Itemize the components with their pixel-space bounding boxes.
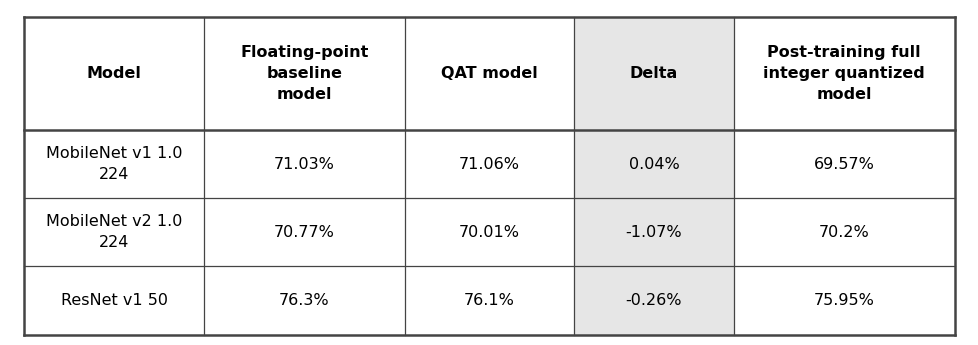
Text: 69.57%: 69.57% [813,157,873,171]
Bar [733,266,954,335]
Bar [24,266,204,335]
Bar [204,130,404,198]
Text: ResNet v1 50: ResNet v1 50 [61,293,167,308]
Bar [733,198,954,266]
Text: 70.2%: 70.2% [818,225,868,240]
Bar [404,130,574,198]
Bar [24,198,204,266]
Text: MobileNet v2 1.0
224: MobileNet v2 1.0 224 [46,214,183,250]
Text: QAT model: QAT model [441,66,537,81]
Text: Model: Model [87,66,142,81]
Bar [574,17,733,130]
Text: 76.1%: 76.1% [464,293,514,308]
Text: 76.3%: 76.3% [279,293,330,308]
Bar [574,130,733,198]
Text: Delta: Delta [629,66,678,81]
Bar [404,17,574,130]
Bar [733,130,954,198]
Bar [733,17,954,130]
Bar [204,266,404,335]
Bar [204,17,404,130]
Bar [204,198,404,266]
Text: 70.77%: 70.77% [274,225,334,240]
Text: MobileNet v1 1.0
224: MobileNet v1 1.0 224 [46,146,183,182]
Text: 70.01%: 70.01% [459,225,519,240]
Text: Post-training full
integer quantized
model: Post-training full integer quantized mod… [763,45,924,102]
Bar [24,130,204,198]
Text: 0.04%: 0.04% [628,157,679,171]
Bar [574,266,733,335]
Text: -1.07%: -1.07% [625,225,682,240]
Bar [574,198,733,266]
Text: -0.26%: -0.26% [625,293,682,308]
Bar [404,266,574,335]
Text: 71.03%: 71.03% [274,157,334,171]
Text: 75.95%: 75.95% [813,293,873,308]
Text: 71.06%: 71.06% [459,157,519,171]
Text: Floating-point
baseline
model: Floating-point baseline model [240,45,369,102]
Bar [24,17,204,130]
Bar [404,198,574,266]
